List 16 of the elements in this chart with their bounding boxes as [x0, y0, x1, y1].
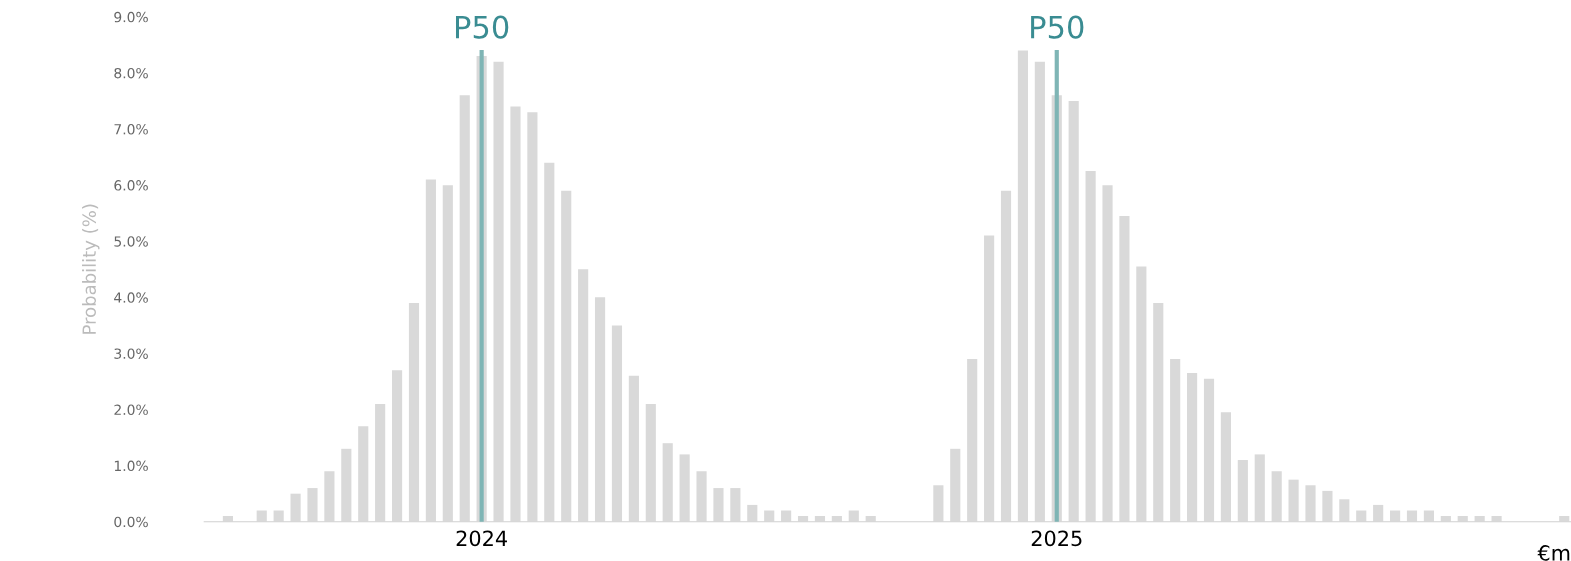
y-tick-label: 3.0%: [114, 348, 148, 359]
y-tick-label: 8.0%: [114, 67, 148, 79]
y-tick-label: 6.0%: [114, 180, 148, 191]
x-tick-label: 2024: [456, 530, 507, 547]
y-tick-label: 4.0%: [114, 292, 148, 303]
y-axis-title: Probability (%): [82, 204, 100, 334]
y-tick-label: 5.0%: [114, 236, 148, 247]
y-tick-label: 9.0%: [114, 11, 148, 23]
ref-line-label: P50: [455, 15, 509, 39]
x-axis-title: €m: [1537, 545, 1570, 561]
y-tick-label: 2.0%: [114, 404, 148, 415]
y-tick-label: 1.0%: [114, 460, 148, 472]
y-tick-label: 0.0%: [114, 516, 148, 528]
x-tick-label: 2025: [1031, 530, 1082, 547]
y-tick-label: 7.0%: [114, 124, 148, 135]
ref-line-label: P50: [1031, 15, 1084, 39]
